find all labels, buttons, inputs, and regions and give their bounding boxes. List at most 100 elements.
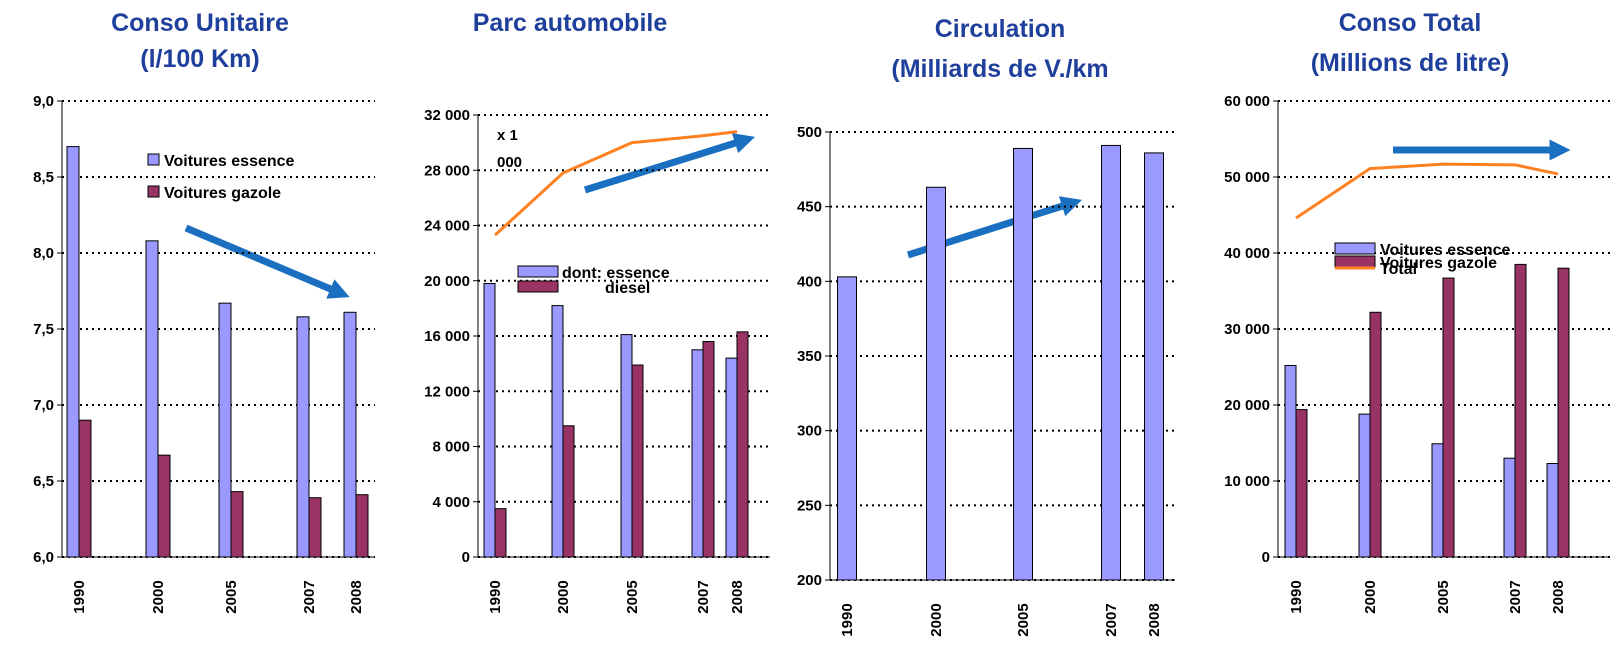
- legend-label: dont: essence: [562, 265, 670, 282]
- chart-subtitle: (Millions de litre): [1311, 49, 1510, 77]
- bar: [343, 311, 357, 558]
- x-tick-label: 2008: [729, 580, 746, 613]
- bar: [355, 494, 369, 558]
- y-tick-label: 9,0: [33, 93, 54, 110]
- bar: [157, 454, 171, 558]
- bar: [702, 341, 715, 558]
- bar: [483, 283, 496, 558]
- legend-swatch: [147, 153, 160, 166]
- bar: [296, 316, 310, 558]
- y-tick-label: 10 000: [1224, 473, 1270, 490]
- y-tick-label: 200: [797, 572, 822, 589]
- bar: [691, 349, 704, 558]
- bar: [926, 186, 946, 581]
- bar: [1503, 457, 1516, 558]
- legend-label: Voitures gazole: [164, 185, 281, 202]
- bar: [725, 357, 738, 558]
- y-tick-label: 50 000: [1224, 169, 1270, 186]
- bar: [631, 364, 644, 558]
- bar: [1442, 277, 1455, 558]
- y-tick-label: 12 000: [424, 383, 470, 400]
- y-tick-label: 60 000: [1224, 93, 1270, 110]
- legend-swatch: [517, 280, 559, 293]
- bar: [1557, 267, 1570, 558]
- trend-arrow: [583, 133, 756, 194]
- x-tick-label: 2008: [1146, 603, 1163, 636]
- x-tick-label: 2007: [301, 580, 318, 613]
- y-tick-label: 8,0: [33, 245, 54, 262]
- chart-title: Parc automobile: [473, 9, 668, 37]
- chart-subtitle: (l/100 Km): [140, 45, 259, 73]
- x-tick-label: 2005: [223, 580, 240, 613]
- y-tick-label: 28 000: [424, 162, 470, 179]
- bar: [1358, 413, 1371, 558]
- bar: [1284, 364, 1297, 558]
- bar: [218, 302, 232, 558]
- legend-label: Voitures essence: [164, 153, 295, 170]
- x-tick-label: 1990: [1288, 580, 1305, 613]
- y-tick-label: 40 000: [1224, 245, 1270, 262]
- bar: [1295, 409, 1308, 558]
- x-tick-label: 2007: [1507, 580, 1524, 613]
- bar: [1013, 147, 1033, 581]
- bar: [562, 425, 575, 558]
- y-tick-label: 450: [797, 199, 822, 216]
- y-tick-label: 24 000: [424, 218, 470, 235]
- bar: [1369, 311, 1382, 558]
- y-tick-label: 250: [797, 497, 822, 514]
- x-tick-label: 2007: [695, 580, 712, 613]
- y-tick-label: 6,5: [33, 473, 54, 490]
- x-tick-label: 1990: [839, 603, 856, 636]
- legend-label: Total: [1380, 261, 1417, 278]
- y-tick-label: 8 000: [432, 439, 470, 456]
- x-tick-label: 2007: [1103, 603, 1120, 636]
- bar: [494, 508, 507, 558]
- y-tick-label: 500: [797, 124, 822, 141]
- y-tick-label: 7,5: [33, 321, 54, 338]
- y-tick-label: 32 000: [424, 107, 470, 124]
- y-tick-label: 6,0: [33, 549, 54, 566]
- bar: [308, 497, 322, 558]
- x-tick-label: 2008: [348, 580, 365, 613]
- bar: [1144, 152, 1164, 581]
- y-tick-label: 350: [797, 348, 822, 365]
- bar: [66, 146, 80, 558]
- bar: [551, 305, 564, 558]
- legend-label: diesel: [605, 280, 650, 297]
- y-tick-label: 4 000: [432, 494, 470, 511]
- y-tick-label: 30 000: [1224, 321, 1270, 338]
- legend-swatch: [1334, 255, 1376, 268]
- bar: [1546, 463, 1559, 558]
- line: [1295, 162, 1559, 220]
- x-tick-label: 2000: [555, 580, 572, 613]
- x-tick-label: 2000: [150, 580, 167, 613]
- bar: [78, 419, 92, 558]
- legend-swatch: [517, 265, 559, 278]
- y-tick-label: 20 000: [424, 273, 470, 290]
- bar: [1514, 263, 1527, 558]
- y-tick-label: 16 000: [424, 328, 470, 345]
- chart-title: Conso Total: [1339, 9, 1482, 37]
- bar: [736, 331, 749, 558]
- bar: [837, 276, 857, 581]
- bar: [1101, 144, 1121, 581]
- bar: [620, 334, 633, 558]
- y-tick-label: 400: [797, 273, 822, 290]
- x-tick-label: 2005: [624, 580, 641, 613]
- chart-title: Conso Unitaire: [111, 9, 289, 37]
- annotation: x 1 000: [497, 127, 523, 171]
- x-tick-label: 2000: [1362, 580, 1379, 613]
- y-tick-label: 8,5: [33, 169, 54, 186]
- bar: [230, 491, 244, 558]
- x-tick-label: 2005: [1015, 603, 1032, 636]
- x-tick-label: 1990: [71, 580, 88, 613]
- trend-arrow: [184, 224, 350, 299]
- y-tick-label: 0: [462, 549, 470, 566]
- legend-swatch: [147, 185, 160, 198]
- legend-label: Voitures gazole: [1380, 255, 1497, 272]
- y-tick-label: 20 000: [1224, 397, 1270, 414]
- x-tick-label: 2000: [928, 603, 945, 636]
- y-tick-label: 7,0: [33, 397, 54, 414]
